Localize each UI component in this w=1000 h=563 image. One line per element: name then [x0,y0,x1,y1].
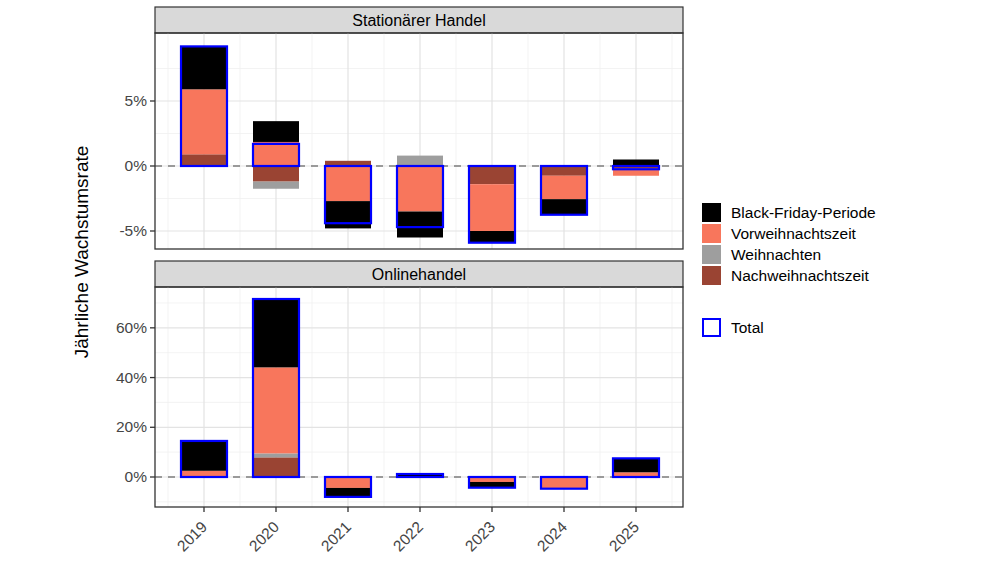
bar-segment-2024-vorweihnachtszeit [541,477,587,489]
legend-item-total: Total [702,318,994,337]
bar-segment-2024-nachweihnachtszeit [541,166,587,176]
bar-segment-2023-black-friday-periode [469,231,515,243]
bar-segment-2020-nachweihnachtszeit [253,166,299,182]
bar-segment-2019-nachweihnachtszeit [181,154,227,166]
bar-segment-2021-black-friday-periode [325,488,371,497]
legend-item-black-friday-periode: Black-Friday-Periode [702,203,994,222]
bar-segment-2021-vorweihnachtszeit [325,166,371,201]
y-tick-label: 60% [116,319,147,336]
bar-segment-2019-black-friday-periode [181,46,227,89]
y-tick-label: 40% [116,369,147,386]
x-tick-label-2025: 2025 [606,518,642,554]
legend-swatch-vorweihnachtszeit [702,224,721,243]
legend-swatch-weihnachten [702,245,721,264]
y-tick-label: 20% [116,418,147,435]
legend-label: Vorweihnachtszeit [721,225,856,243]
x-tick-label-2024: 2024 [534,518,571,555]
bar-segment-2019-black-friday-periode [181,441,227,471]
bar-segment-2020-nachweihnachtszeit [253,457,299,477]
bar-segment-2022-black-friday-periode [397,212,443,238]
bar-segment-2023-vorweihnachtszeit [469,184,515,231]
legend-item-vorweihnachtszeit: Vorweihnachtszeit [702,224,994,243]
bar-segment-2020-weihnachten [253,453,299,457]
bar-segment-2020-weihnachten [253,182,299,189]
facet-title: Stationärer Handel [352,12,485,29]
x-tick-label-2020: 2020 [246,518,283,555]
legend-label: Nachweihnachtszeit [721,267,869,285]
legend: Black-Friday-Periode Vorweihnachtszeit W… [702,203,994,339]
bar-segment-2019-vorweihnachtszeit [181,89,227,154]
y-tick-label: 0% [125,468,148,485]
bar-segment-2020-black-friday-periode [253,121,299,142]
legend-swatch-total [702,318,721,337]
legend-swatch-nachweihnachtszeit [702,266,721,285]
bar-segment-2022-vorweihnachtszeit [397,166,443,212]
bar-segment-2024-black-friday-periode [541,199,587,215]
bar-segment-2020-vorweihnachtszeit [253,367,299,453]
legend-label: Total [721,319,764,337]
faceted-stacked-bar-chart: Stationärer Handel 5% 0% -5% Onlinehandel 60%… [0,0,1000,563]
y-tick-label: 5% [125,92,148,109]
x-tick-label-2021: 2021 [318,518,354,554]
x-tick-label-2023: 2023 [462,518,498,554]
bar-segment-2022-weihnachten [397,156,443,166]
facet-title: Onlinehandel [372,266,466,283]
bar-segment-2021-black-friday-periode [325,201,371,228]
bar-segment-2020-black-friday-periode [253,299,299,367]
y-tick-label: -5% [119,222,147,239]
x-tick-label-2019: 2019 [174,518,210,554]
bar-segment-2024-vorweihnachtszeit [541,176,587,199]
legend-item-weihnachten: Weihnachten [702,245,994,264]
bar-segment-2025-black-friday-periode [613,458,659,472]
legend-label: Black-Friday-Periode [721,204,876,222]
legend-label: Weihnachten [721,246,821,264]
facet-panel-station-rer-handel: Stationärer Handel 5% 0% -5% [119,7,683,249]
bar-segment-2020-vorweihnachtszeit [253,142,299,166]
y-tick-label: 0% [125,157,148,174]
bar-segment-2021-vorweihnachtszeit [325,477,371,488]
y-axis-title: Jährliche Wachstumsrate [71,146,92,359]
legend-item-nachweihnachtszeit: Nachweihnachtszeit [702,266,994,285]
x-tick-label-2022: 2022 [390,518,426,554]
bar-segment-2023-nachweihnachtszeit [469,166,515,184]
legend-swatch-black-friday-periode [702,203,721,222]
facet-panel-onlinehandel: Onlinehandel 60% 40% 20% 0% 2019 2020 2021 2022 2… [116,261,683,555]
